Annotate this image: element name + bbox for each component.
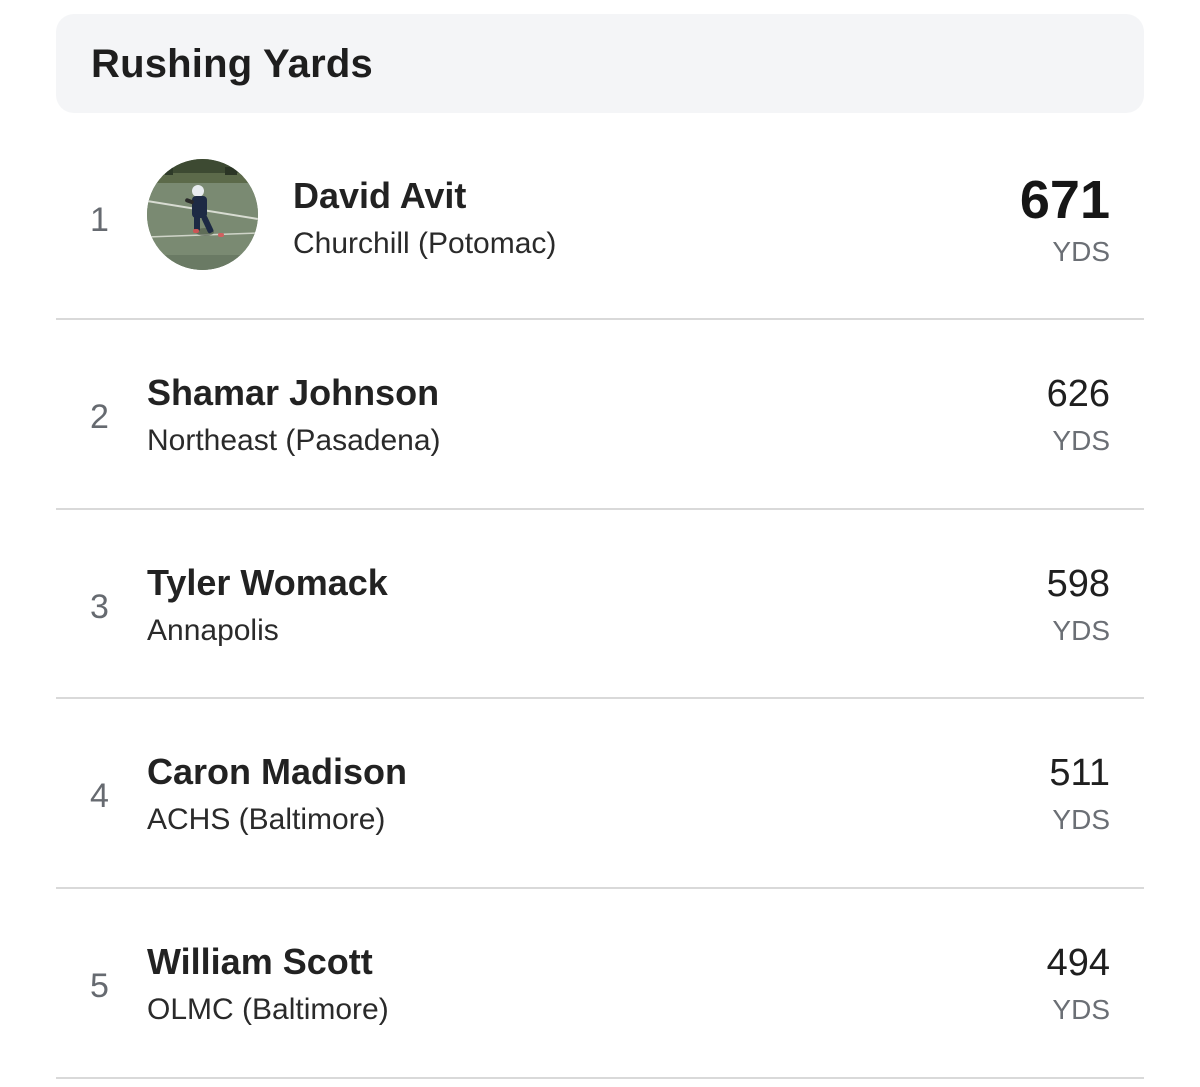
rank-number: 2 xyxy=(90,398,109,436)
stat-value: 626 xyxy=(1046,373,1110,415)
leaderboard-row-2[interactable]: 2 Shamar Johnson Northeast (Pasadena) 62… xyxy=(56,320,1144,510)
leaderboard-row-3[interactable]: 3 Tyler Womack Annapolis 598 YDS xyxy=(56,510,1144,699)
leaderboard-header: Rushing Yards xyxy=(56,14,1144,113)
player-name[interactable]: William Scott xyxy=(147,941,373,982)
leaderboard-row-5[interactable]: 5 William Scott OLMC (Baltimore) 494 YDS xyxy=(56,889,1144,1079)
stat-unit: YDS xyxy=(1052,615,1110,646)
stat-value: 598 xyxy=(1046,563,1110,605)
player-team: Annapolis xyxy=(147,614,279,647)
stat-value: 494 xyxy=(1046,942,1110,984)
stat-unit: YDS xyxy=(1052,804,1110,835)
player-team: Northeast (Pasadena) xyxy=(147,424,441,457)
row-divider xyxy=(56,1077,1144,1079)
player-team: ACHS (Baltimore) xyxy=(147,803,386,836)
player-avatar[interactable] xyxy=(147,159,258,270)
stat-value: 671 xyxy=(1019,170,1110,230)
player-name[interactable]: David Avit xyxy=(293,175,467,216)
row-divider xyxy=(56,318,1144,320)
leaderboard-title: Rushing Yards xyxy=(91,42,373,86)
player-team: Churchill (Potomac) xyxy=(293,227,557,260)
stat-unit: YDS xyxy=(1052,236,1110,267)
rank-number: 1 xyxy=(90,201,109,239)
player-name[interactable]: Caron Madison xyxy=(147,751,408,792)
stat-value: 511 xyxy=(1049,752,1110,794)
player-photo-icon xyxy=(147,159,258,270)
row-divider xyxy=(56,508,1144,510)
rank-number: 3 xyxy=(90,588,109,626)
stat-unit: YDS xyxy=(1052,994,1110,1025)
player-name[interactable]: Tyler Womack xyxy=(147,562,388,603)
rank-number: 4 xyxy=(90,777,109,815)
leaderboard-row-4[interactable]: 4 Caron Madison ACHS (Baltimore) 511 YDS xyxy=(56,699,1144,889)
rank-number: 5 xyxy=(90,967,109,1005)
leaderboard-row-1[interactable]: 1 David Avit Churchill (Potomac) 671 YDS xyxy=(56,113,1144,320)
row-divider xyxy=(56,697,1144,699)
player-name[interactable]: Shamar Johnson xyxy=(147,372,440,413)
row-divider xyxy=(56,887,1144,889)
stat-unit: YDS xyxy=(1052,425,1110,456)
player-team: OLMC (Baltimore) xyxy=(147,993,389,1026)
